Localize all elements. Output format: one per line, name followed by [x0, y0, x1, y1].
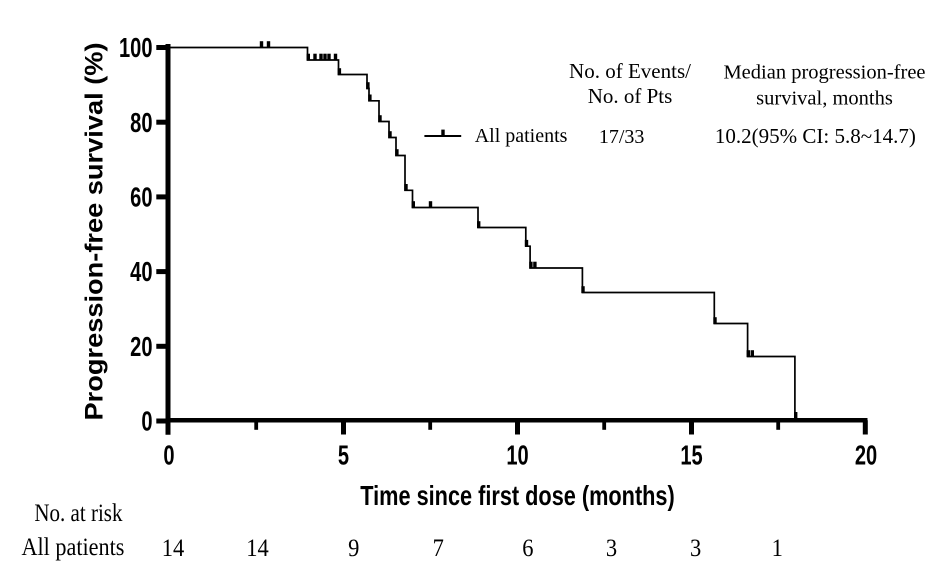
svg-text:survival, months: survival, months [756, 87, 893, 109]
svg-text:3: 3 [606, 535, 617, 562]
svg-text:9: 9 [348, 535, 359, 562]
svg-text:No. of Pts: No. of Pts [588, 84, 673, 108]
svg-text:100: 100 [119, 33, 152, 64]
svg-text:All patients: All patients [475, 125, 568, 147]
svg-text:40: 40 [130, 257, 152, 288]
svg-text:7: 7 [433, 535, 444, 562]
svg-text:All patients: All patients [22, 534, 125, 561]
svg-text:6: 6 [522, 535, 533, 562]
svg-text:5: 5 [338, 441, 349, 472]
svg-text:1: 1 [772, 535, 783, 562]
svg-text:No. of Events/: No. of Events/ [569, 59, 691, 83]
svg-text:Median progression-free: Median progression-free [723, 61, 925, 83]
svg-text:20: 20 [855, 441, 877, 472]
svg-text:15: 15 [680, 441, 702, 472]
svg-text:Time since first dose (months): Time since first dose (months) [360, 481, 674, 511]
svg-text:10: 10 [506, 441, 528, 472]
svg-text:14: 14 [162, 535, 185, 562]
svg-text:20: 20 [130, 332, 152, 363]
svg-text:14: 14 [246, 535, 269, 562]
svg-text:Progression-free survival (%): Progression-free survival (%) [79, 42, 108, 420]
svg-text:80: 80 [130, 108, 152, 139]
svg-text:No. at risk: No. at risk [34, 498, 122, 526]
svg-text:60: 60 [130, 183, 152, 214]
svg-text:10.2(95% CI: 5.8~14.7): 10.2(95% CI: 5.8~14.7) [715, 124, 916, 148]
svg-text:0: 0 [141, 407, 152, 438]
svg-text:0: 0 [163, 441, 174, 472]
svg-text:3: 3 [690, 535, 701, 562]
svg-text:17/33: 17/33 [599, 126, 645, 148]
